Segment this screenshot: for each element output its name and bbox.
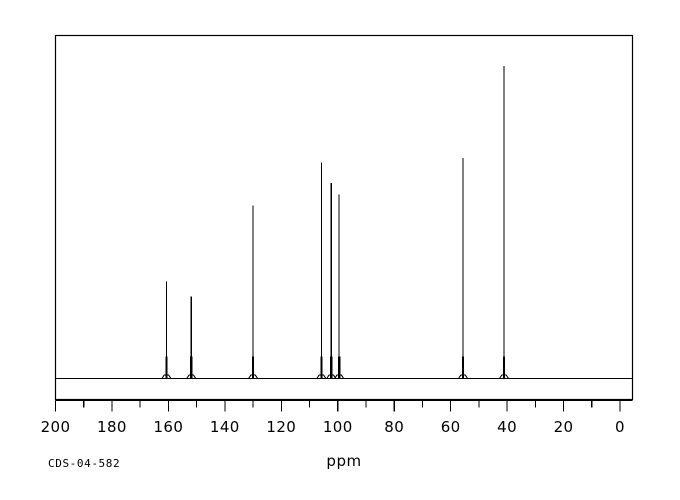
peak-base-shoulder	[334, 374, 345, 379]
plot-frame	[54, 34, 634, 401]
peak-base-shoulder	[458, 374, 469, 379]
sample-id-label: CDS-04-582	[48, 457, 120, 470]
x-tick-label: 120	[266, 418, 296, 436]
peak-base-shoulder	[161, 374, 172, 379]
peak-base-shoulder	[499, 374, 509, 379]
peak-base-shoulder	[316, 374, 327, 379]
x-axis-title: ppm	[326, 452, 361, 470]
x-tick-label: 40	[497, 418, 517, 436]
x-tick-label: 0	[615, 418, 625, 436]
x-tick-label: 80	[384, 418, 404, 436]
peak-base-shoulder	[186, 374, 197, 379]
x-axis-ticks	[54, 400, 621, 412]
peak-traces	[161, 66, 509, 379]
peak-base-shoulder	[326, 374, 337, 379]
x-axis-tick-labels: 200 180 160 140 120 100 80 60 40 20 0	[41, 418, 625, 436]
x-tick-label: 140	[210, 418, 240, 436]
peak-base-shoulder	[248, 374, 259, 379]
x-tick-label: 20	[554, 418, 574, 436]
x-tick-label: 60	[441, 418, 461, 436]
x-tick-label: 200	[41, 418, 71, 436]
x-tick-label: 100	[323, 418, 353, 436]
x-tick-label: 180	[97, 418, 127, 436]
x-tick-label: 160	[153, 418, 183, 436]
